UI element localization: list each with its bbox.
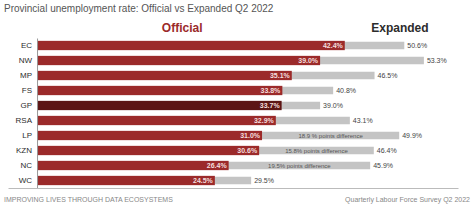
y-tick: RSA [16, 116, 33, 125]
bar [37, 57, 424, 65]
y-tick: NC [20, 161, 32, 170]
data-label: 30.6% [237, 147, 258, 154]
bar [37, 102, 320, 110]
bar [37, 131, 262, 140]
data-labels: 42.4% 39.0% 35.1% 33.8% 33.7% 32.9% 31.0% 30.6%… [193, 42, 447, 184]
data-label: 43.1% [353, 117, 373, 124]
data-label: 31.0% [240, 132, 261, 139]
data-label: 46.4% [377, 147, 397, 154]
bar [37, 132, 399, 140]
bar [37, 101, 282, 110]
bar [37, 176, 215, 185]
annotation: 19.5% points difference [268, 163, 331, 169]
data-label: 29.5% [254, 177, 274, 184]
plot: EC NW MP FS GP RSA LP KZN NC WC 42.4% 39.0% 35.1% 33.… [9, 39, 459, 189]
y-tick-label: RSA [16, 116, 33, 125]
y-tick: KZN [16, 146, 32, 155]
data-label: 33.7% [260, 102, 281, 109]
y-tick: EC [21, 41, 32, 50]
y-axis-line [37, 39, 38, 189]
x-axis [9, 188, 459, 189]
data-label: 40.8% [336, 87, 356, 94]
y-tick-label: KZN [16, 146, 32, 155]
bar [37, 87, 333, 95]
y-tick-label: FS [22, 86, 32, 95]
bar [37, 146, 259, 155]
data-label: 46.5% [378, 72, 398, 79]
title: Provincial unemployment rate: Official v… [4, 3, 274, 14]
data-label: 24.5% [193, 177, 214, 184]
data-label: 42.4% [323, 42, 344, 49]
y-tick: WC [19, 176, 33, 185]
chart: EC NW MP FS GP RSA LP KZN NC WC 42.4% 39.0% 35.1% 33.… [0, 0, 474, 206]
footer: IMPROVING LIVES THROUGH DATA ECOSYSTEMS [4, 196, 173, 203]
bar [37, 41, 345, 50]
bar [37, 56, 320, 65]
bar [37, 86, 282, 95]
data-label: 39.0% [323, 102, 343, 109]
data-label: 32.9% [254, 117, 275, 124]
y-tick: LP [22, 131, 32, 140]
y-tick: MP [20, 71, 32, 80]
y-axis: EC NW MP FS GP RSA LP KZN NC WC [16, 39, 38, 189]
bar [37, 177, 251, 185]
data-label: 33.8% [260, 87, 281, 94]
y-tick-label: GP [20, 101, 32, 110]
y-tick-label: NC [20, 161, 32, 170]
y-tick: NW [19, 56, 33, 65]
y-tick-label: WC [19, 176, 33, 185]
data-label: 53.3% [427, 57, 447, 64]
data-label: 45.9% [373, 162, 393, 169]
y-tick-label: NW [19, 56, 33, 65]
bars [37, 41, 424, 185]
bar [37, 72, 375, 80]
y-tick-label: MP [20, 71, 32, 80]
series-header: Expanded [371, 21, 428, 35]
y-tick: FS [22, 86, 32, 95]
bar [37, 161, 229, 170]
bar [37, 117, 350, 125]
y-tick: GP [20, 101, 32, 110]
data-label: 39.0% [298, 57, 319, 64]
y-tick-label: EC [21, 41, 32, 50]
x-axis-line [9, 188, 459, 189]
bar [37, 147, 374, 155]
annotation: 18.9 % points difference [298, 133, 363, 139]
data-label: 35.1% [270, 72, 291, 79]
bar [37, 116, 276, 125]
data-label: 50.6% [407, 42, 427, 49]
bar [37, 42, 404, 50]
data-label: 49.9% [402, 132, 422, 139]
footer: Quarterly Labour Force Survey Q2 2022 [345, 196, 470, 204]
annotation: 15.8% points difference [285, 148, 348, 154]
bar [37, 71, 292, 80]
series-header: Official [162, 21, 203, 35]
data-label: 26.4% [207, 162, 228, 169]
y-tick-label: LP [22, 131, 32, 140]
bar [37, 162, 370, 170]
